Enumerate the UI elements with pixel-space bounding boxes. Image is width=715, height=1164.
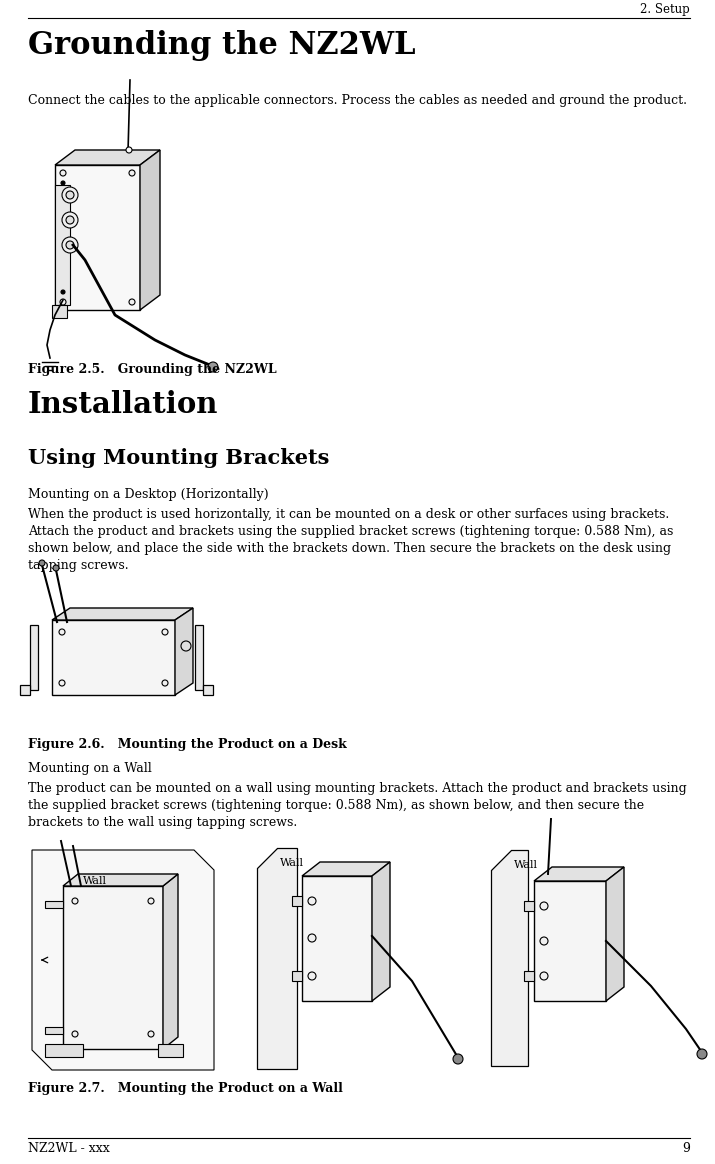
Polygon shape xyxy=(45,1044,83,1057)
Polygon shape xyxy=(63,886,163,1049)
Text: Mounting on a Desktop (Horizontally): Mounting on a Desktop (Horizontally) xyxy=(28,488,269,501)
Polygon shape xyxy=(534,867,624,881)
Polygon shape xyxy=(158,1044,183,1057)
Circle shape xyxy=(59,629,65,636)
Polygon shape xyxy=(534,881,606,1001)
Circle shape xyxy=(72,897,78,904)
Circle shape xyxy=(162,629,168,636)
Polygon shape xyxy=(163,874,178,1049)
Text: Figure 2.7.   Mounting the Product on a Wall: Figure 2.7. Mounting the Product on a Wa… xyxy=(28,1083,343,1095)
Polygon shape xyxy=(175,608,193,695)
Circle shape xyxy=(61,290,65,294)
Circle shape xyxy=(62,187,78,203)
Circle shape xyxy=(148,897,154,904)
Polygon shape xyxy=(55,185,70,305)
Polygon shape xyxy=(55,165,140,310)
Circle shape xyxy=(126,147,132,152)
Polygon shape xyxy=(52,305,67,318)
Text: Wall: Wall xyxy=(514,860,538,870)
Circle shape xyxy=(148,1031,154,1037)
Circle shape xyxy=(62,212,78,228)
Text: NZ2WL - xxx: NZ2WL - xxx xyxy=(28,1142,109,1155)
Text: The product can be mounted on a wall using mounting brackets. Attach the product: The product can be mounted on a wall usi… xyxy=(28,782,686,829)
Polygon shape xyxy=(302,863,390,876)
Circle shape xyxy=(129,299,135,305)
Circle shape xyxy=(39,560,45,566)
Text: Mounting on a Wall: Mounting on a Wall xyxy=(28,762,152,775)
Polygon shape xyxy=(32,850,214,1070)
Text: Grounding the NZ2WL: Grounding the NZ2WL xyxy=(28,30,415,61)
Polygon shape xyxy=(524,901,534,911)
Polygon shape xyxy=(292,971,302,981)
Text: Wall: Wall xyxy=(280,858,304,868)
Polygon shape xyxy=(63,874,178,886)
Circle shape xyxy=(53,565,59,572)
Text: Figure 2.5.   Grounding the NZ2WL: Figure 2.5. Grounding the NZ2WL xyxy=(28,363,277,376)
Circle shape xyxy=(60,170,66,176)
Polygon shape xyxy=(606,867,624,1001)
Circle shape xyxy=(59,680,65,686)
Text: 9: 9 xyxy=(682,1142,690,1155)
Polygon shape xyxy=(52,620,175,695)
Circle shape xyxy=(540,972,548,980)
Polygon shape xyxy=(140,150,160,310)
Text: Using Mounting Brackets: Using Mounting Brackets xyxy=(28,448,330,468)
Circle shape xyxy=(308,972,316,980)
Text: When the product is used horizontally, it can be mounted on a desk or other surf: When the product is used horizontally, i… xyxy=(28,508,674,572)
Circle shape xyxy=(162,680,168,686)
Circle shape xyxy=(66,241,74,249)
Circle shape xyxy=(61,180,65,185)
Circle shape xyxy=(181,641,191,651)
Polygon shape xyxy=(372,863,390,1001)
Circle shape xyxy=(66,191,74,199)
Polygon shape xyxy=(195,625,203,690)
Polygon shape xyxy=(55,150,160,165)
Text: Wall: Wall xyxy=(83,876,107,886)
Circle shape xyxy=(208,362,218,372)
Polygon shape xyxy=(524,971,534,981)
Polygon shape xyxy=(52,608,193,620)
Circle shape xyxy=(540,902,548,910)
Circle shape xyxy=(129,170,135,176)
Polygon shape xyxy=(491,850,528,1066)
Circle shape xyxy=(72,1031,78,1037)
Circle shape xyxy=(60,299,66,305)
Polygon shape xyxy=(257,849,297,1069)
Circle shape xyxy=(308,934,316,942)
Circle shape xyxy=(308,897,316,904)
Polygon shape xyxy=(20,684,30,695)
Circle shape xyxy=(697,1049,707,1059)
Circle shape xyxy=(66,217,74,223)
Text: Connect the cables to the applicable connectors. Process the cables as needed an: Connect the cables to the applicable con… xyxy=(28,94,687,107)
Polygon shape xyxy=(30,625,38,690)
Polygon shape xyxy=(45,901,63,908)
Polygon shape xyxy=(302,876,372,1001)
Circle shape xyxy=(540,937,548,945)
Text: Figure 2.6.   Mounting the Product on a Desk: Figure 2.6. Mounting the Product on a De… xyxy=(28,738,347,751)
Circle shape xyxy=(453,1053,463,1064)
Polygon shape xyxy=(203,684,213,695)
Polygon shape xyxy=(292,896,302,906)
Text: 2. Setup: 2. Setup xyxy=(640,3,690,16)
Circle shape xyxy=(62,237,78,253)
Text: Installation: Installation xyxy=(28,390,218,419)
Polygon shape xyxy=(45,1027,63,1034)
